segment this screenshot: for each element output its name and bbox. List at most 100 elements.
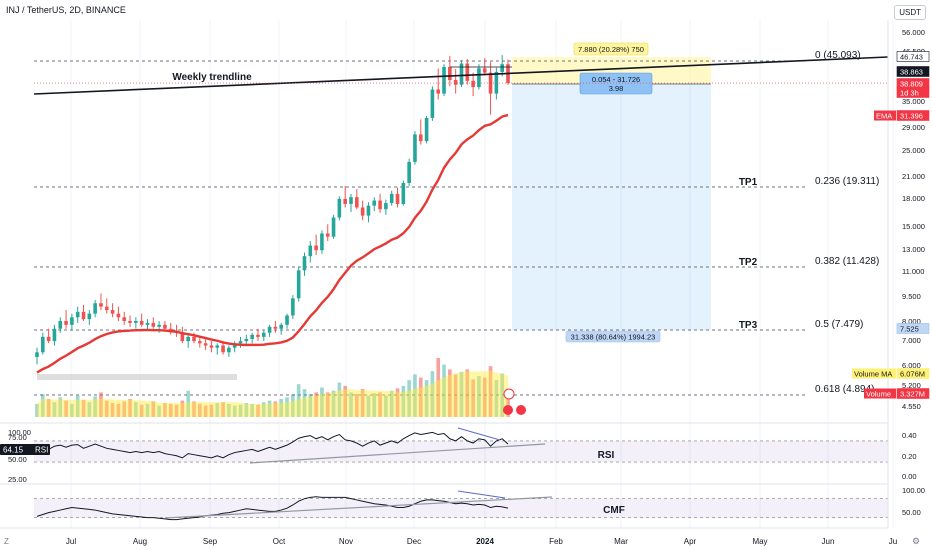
candle-body [389, 193, 394, 204]
fib-label: 0.236 (19.311) [815, 176, 879, 187]
candle-body [355, 197, 359, 208]
cmf-support-line [164, 496, 553, 519]
price-tick: 5.200 [902, 381, 921, 390]
candle-body [291, 298, 295, 316]
earnings-icon [503, 388, 515, 400]
candle-body [384, 203, 388, 210]
volume-bar [477, 376, 481, 417]
candle-body [134, 321, 138, 323]
volume-bar [285, 397, 289, 417]
volume-bar [442, 364, 446, 417]
volume-bars [35, 357, 510, 417]
candle-body [209, 345, 214, 348]
volume-bar [151, 401, 156, 417]
candle-body [64, 321, 68, 325]
candle-body [232, 343, 237, 348]
candle-body [116, 313, 121, 318]
volume-bar [401, 385, 406, 417]
volume-bar [337, 382, 342, 417]
fibonacci-levels[interactable]: 0 (45.093) 0.236 (19.311) 0.382 (11.428) 0.… [34, 50, 879, 396]
candle-body [93, 303, 97, 314]
cmf-panel-label: CMF [603, 505, 625, 516]
time-tick: Nov [339, 537, 353, 546]
price-badge-text: 38.863 [900, 68, 923, 77]
tp-label: TP2 [739, 257, 758, 268]
candle-body [378, 200, 382, 210]
volume-bar [325, 392, 330, 417]
price-badge-text: 3.327M [900, 390, 925, 399]
candle-body [494, 71, 499, 94]
volume-bar [471, 379, 475, 417]
volume-bar [448, 369, 452, 417]
price-badge [896, 368, 930, 379]
time-tick: Ju [889, 537, 897, 546]
volume-bar [395, 388, 400, 417]
volume-bar [355, 394, 359, 417]
volume-bar [227, 403, 231, 417]
volume-bar [413, 374, 417, 417]
price-axis[interactable]: 56.00046.50035.00029.00025.00021.00018.0… [852, 20, 930, 528]
volume-bar [465, 369, 470, 417]
candle-body [99, 303, 103, 307]
volume-bar [180, 400, 185, 417]
cmf-divergence-line [457, 490, 506, 499]
time-tick: 2024 [476, 537, 494, 546]
candle-body [227, 347, 231, 353]
volume-ma-fill [37, 370, 508, 417]
volume-bar [122, 401, 127, 417]
cmf-line [36, 496, 509, 521]
position-bottom-box [565, 330, 661, 343]
time-tick: Oct [273, 537, 286, 546]
candle-body [424, 117, 429, 142]
price-badge [896, 66, 930, 77]
time-tick: Dec [407, 537, 421, 546]
rsi-left-tick: 100.00 [8, 428, 31, 437]
volume-bar [360, 389, 365, 417]
volume-bar [128, 398, 132, 417]
volume-bar [500, 373, 504, 417]
volume-bar [372, 393, 377, 417]
candle-body [331, 217, 336, 237]
rsi-divergence-line [457, 427, 501, 441]
candle-body [145, 322, 150, 325]
time-tick: May [752, 537, 767, 546]
volume-bar [331, 390, 336, 417]
fib-label: 0.618 (4.894) [815, 384, 875, 395]
candle-body [46, 336, 51, 342]
volume-bar [494, 380, 499, 417]
candle-body [337, 198, 342, 218]
candle-body [203, 343, 208, 346]
candle-body [87, 313, 92, 320]
currency-badge[interactable]: USDT [894, 5, 926, 20]
gray-band [37, 374, 237, 380]
volume-bar [70, 403, 74, 417]
volume-bar [221, 402, 225, 417]
time-axis[interactable]: Jul Aug Sep Oct Nov Dec 2024 Feb Mar Apr May Jun Ju Z… [0, 527, 920, 546]
volume-bar [378, 392, 382, 417]
time-tick: Mar [614, 537, 628, 546]
candle-body [163, 324, 167, 329]
price-badge [896, 51, 930, 62]
volume-bar [389, 390, 394, 417]
fib-label: 0 (45.093) [815, 50, 861, 61]
event-icons[interactable] [503, 388, 526, 415]
price-tick: 18.000 [902, 194, 925, 203]
weekly-trendline[interactable]: Weekly trendline [33, 56, 889, 95]
volume-bar [453, 374, 458, 417]
volume-bar [482, 377, 487, 417]
volume-bar [238, 404, 243, 417]
rsi-right-tick: 0.20 [902, 452, 917, 461]
time-tick: Jul [66, 537, 76, 546]
volume-bar [273, 401, 278, 417]
volume-bar [279, 398, 284, 417]
cmf-panel[interactable]: CMF 100.00 50.00 [0, 483, 925, 521]
price-tick: 35.000 [902, 97, 925, 106]
position-top-box [573, 42, 649, 56]
volume-bar [430, 371, 435, 417]
candle-body [192, 336, 196, 342]
volume-bar [198, 403, 202, 417]
